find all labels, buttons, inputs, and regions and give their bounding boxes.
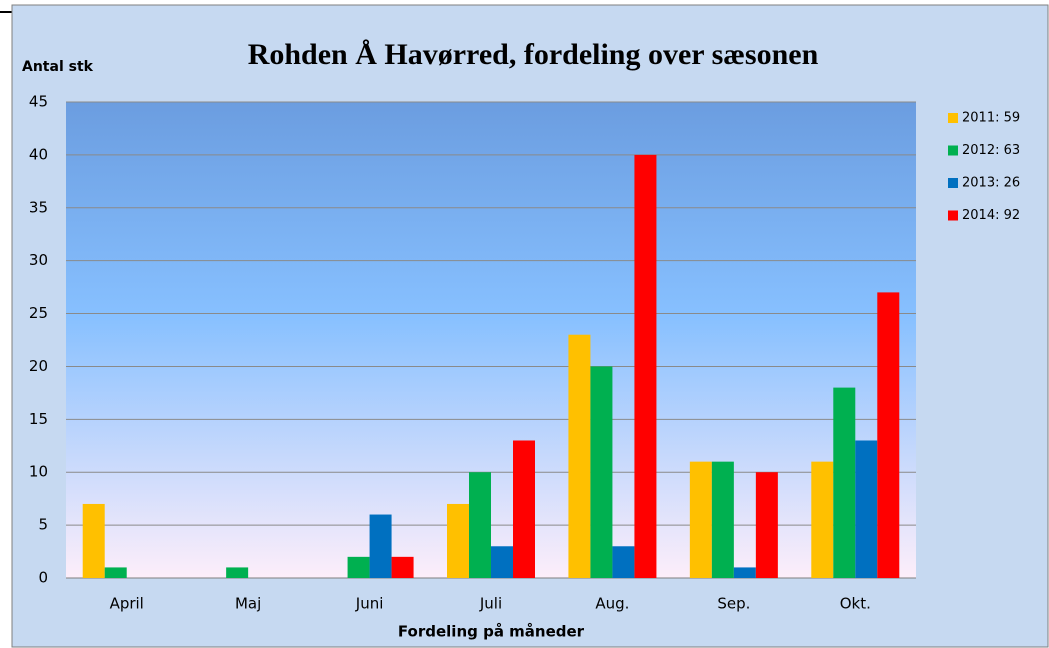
bar [469,472,491,578]
y-tick-label: 10 [29,463,48,481]
bar [689,461,712,578]
x-tick-label: April [110,595,144,613]
x-tick-label: Okt. [840,595,871,613]
bar [811,461,834,578]
bar [369,514,392,578]
bar [104,567,127,578]
y-tick-label: 45 [29,93,48,111]
bar [491,546,513,578]
bar [226,567,249,578]
bar [82,503,105,578]
bar [833,387,856,578]
y-tick-label: 20 [29,357,48,375]
legend-swatch [948,113,958,123]
chart-title: Rohden Å Havørred, fordeling over sæsone… [248,38,819,71]
bar [877,292,900,578]
bar [347,556,370,578]
y-tick-label: 35 [29,198,48,216]
bar [513,440,535,578]
bar [447,503,469,578]
legend-swatch [948,178,958,188]
x-axis-label: Fordeling på måneder [398,623,585,641]
x-tick-label: Juli [479,595,502,613]
legend-label: 2011: 59 [962,111,1020,126]
bar [568,334,591,578]
bar [391,556,414,578]
legend-swatch [948,145,958,156]
bar [755,472,778,578]
y-tick-label: 25 [29,304,48,322]
legend-swatch [948,210,958,221]
bar [590,366,613,578]
y-tick-label: 30 [29,251,48,269]
bar [733,567,756,578]
y-tick-label: 5 [38,516,48,534]
x-tick-label: Juni [355,595,384,613]
y-axis-label: Antal stk [22,59,94,75]
bar [855,440,878,578]
bar [634,154,657,578]
bar [711,461,734,578]
x-tick-label: Sep. [717,595,750,613]
legend-label: 2014: 92 [962,208,1020,223]
bar [612,546,635,578]
y-tick-label: 40 [29,145,48,163]
legend-label: 2012: 63 [962,143,1020,158]
y-tick-label: 15 [29,410,48,428]
legend-label: 2013: 26 [962,176,1020,191]
x-tick-label: Maj [235,595,261,613]
x-tick-label: Aug. [595,595,629,613]
y-tick-label: 0 [38,569,48,587]
